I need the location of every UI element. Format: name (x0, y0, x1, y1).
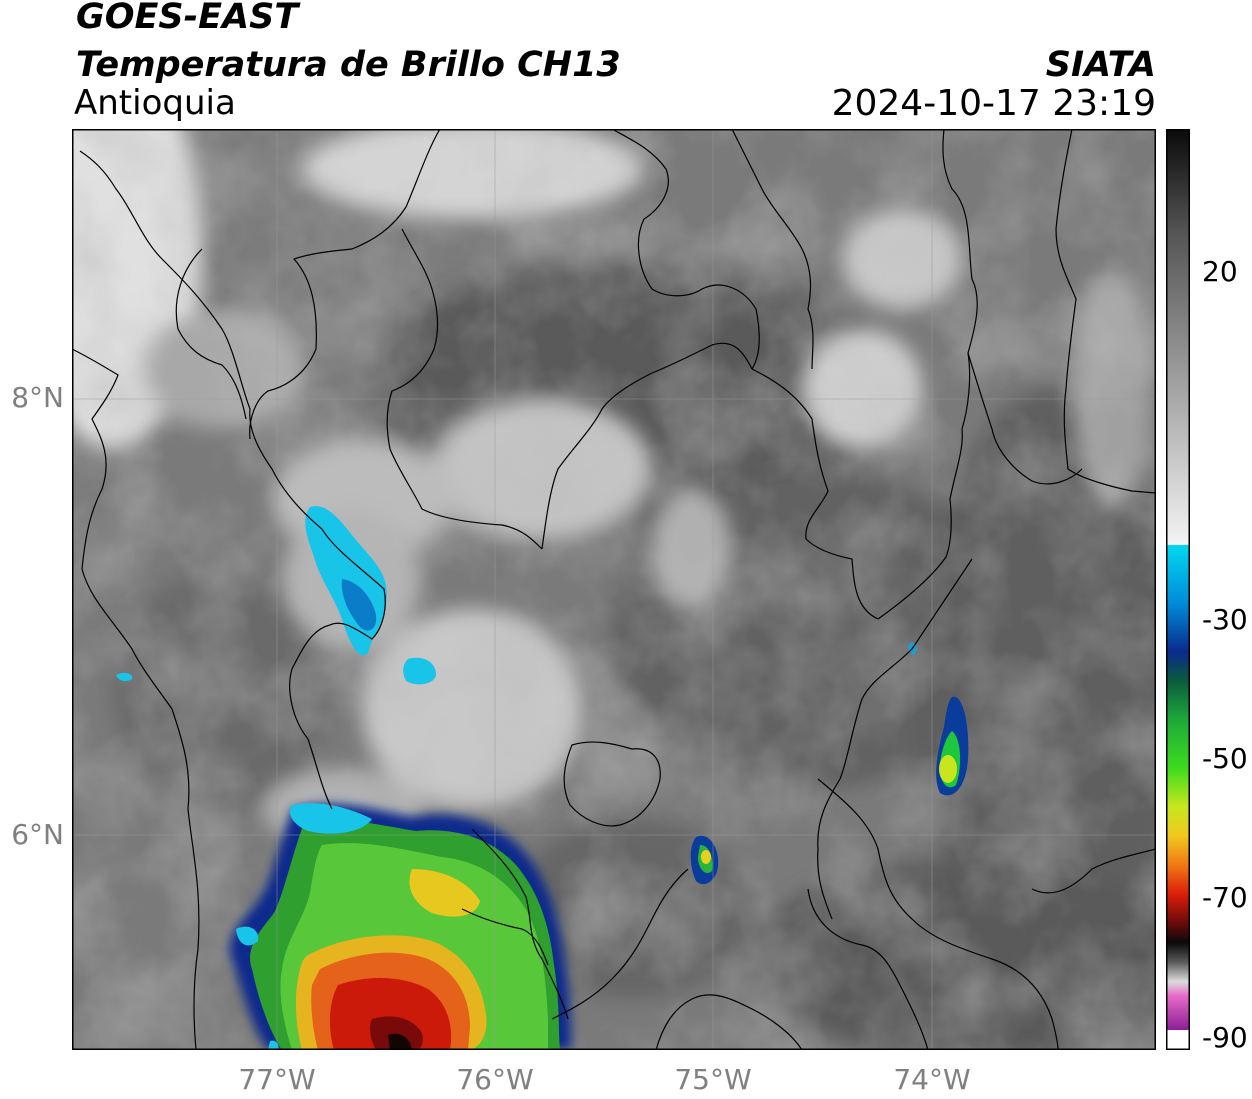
region-label: Antioquia (74, 83, 236, 123)
colorbar-label-minus30: -30 (1202, 603, 1248, 636)
cloud-texture (72, 129, 1156, 1050)
satellite-map[interactable] (72, 129, 1156, 1050)
colorbar (1166, 129, 1190, 1050)
storm-north-cyan (116, 506, 436, 685)
boundaries (72, 129, 1156, 1050)
title-line2: Temperatura de Brillo CH13 (76, 45, 621, 85)
lon-label-76w: 76°W (456, 1063, 534, 1096)
lat-label-8n: 8°N (11, 381, 64, 414)
lon-label-75w: 75°W (674, 1063, 752, 1096)
title-line1: GOES-EAST (76, 0, 299, 37)
colorbar-label-minus70: -70 (1202, 881, 1248, 914)
lon-label-77w: 77°W (238, 1063, 316, 1096)
storm-central (690, 835, 719, 885)
lon-label-74w: 74°W (893, 1063, 971, 1096)
brand-label: SIATA (1045, 45, 1156, 85)
colorbar-label-20: 20 (1202, 255, 1238, 288)
colorbar-label-minus90: -90 (1202, 1021, 1248, 1054)
map-frame (72, 129, 1156, 1050)
lat-label-6n: 6°N (11, 818, 64, 851)
storm-southwest (229, 803, 573, 1050)
datetime-label: 2024-10-17 23:19 (831, 83, 1156, 124)
colorbar-label-minus50: -50 (1202, 742, 1248, 775)
storm-east (907, 642, 969, 796)
gridlines (72, 129, 1156, 1050)
